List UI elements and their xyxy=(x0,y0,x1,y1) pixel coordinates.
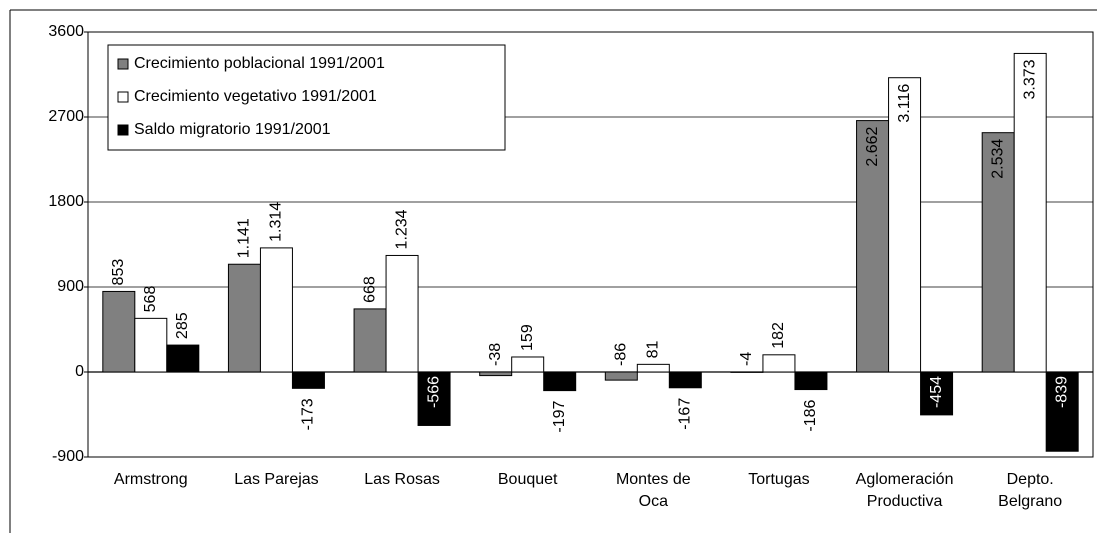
bar xyxy=(134,317,168,373)
data-label: 1.141 xyxy=(236,218,253,258)
data-label: -186 xyxy=(802,399,819,431)
data-label: -173 xyxy=(300,398,317,430)
bar xyxy=(920,371,954,416)
plot-area xyxy=(87,31,1094,458)
data-label: 285 xyxy=(174,312,191,339)
legend-swatch xyxy=(117,91,129,103)
data-label: -566 xyxy=(425,376,442,408)
data-label: 3.373 xyxy=(1021,59,1038,99)
legend-label: Crecimiento vegetativo 1991/2001 xyxy=(134,88,377,105)
bar xyxy=(166,344,200,373)
bar xyxy=(668,371,702,389)
data-label: 1.234 xyxy=(393,209,410,249)
data-label: -86 xyxy=(613,343,630,366)
data-label: 853 xyxy=(110,259,127,286)
bar xyxy=(604,371,638,381)
x-tick-label: Las Parejas xyxy=(234,471,319,488)
bar xyxy=(102,290,136,373)
data-label: -4 xyxy=(738,352,755,366)
x-tick-label: Las Rosas xyxy=(364,471,440,488)
y-tick-label: 2700 xyxy=(48,108,84,125)
data-label: 2.534 xyxy=(989,139,1006,179)
bar xyxy=(479,371,513,377)
bar xyxy=(417,371,451,426)
legend-swatch xyxy=(117,58,129,70)
data-label: 182 xyxy=(770,322,787,349)
x-tick-label: Tortugas xyxy=(748,471,810,488)
bar xyxy=(227,263,261,373)
bar xyxy=(888,77,922,373)
legend-label: Crecimiento poblacional 1991/2001 xyxy=(134,55,385,72)
bar xyxy=(1045,371,1079,452)
legend-box xyxy=(107,44,506,151)
x-tick-label: Depto. Belgrano xyxy=(998,471,1063,510)
x-tick-label: Aglomeración Productiva xyxy=(855,471,954,510)
data-label: 3.116 xyxy=(896,84,913,123)
y-tick-label: 3600 xyxy=(48,23,84,40)
bar xyxy=(762,354,796,373)
data-label: 568 xyxy=(142,286,159,313)
x-tick-label: Montes de Oca xyxy=(615,471,691,510)
bar xyxy=(794,371,828,391)
bar xyxy=(511,356,545,373)
y-tick-label: 1800 xyxy=(48,193,84,210)
x-tick-label: Armstrong xyxy=(113,471,188,488)
data-label: 1.314 xyxy=(268,202,285,242)
data-label: -167 xyxy=(677,398,694,430)
data-label: -38 xyxy=(487,343,504,366)
bar xyxy=(1013,52,1047,373)
legend-label: Saldo migratorio 1991/2001 xyxy=(134,121,331,138)
legend-swatch xyxy=(117,124,129,136)
bar xyxy=(291,371,325,389)
y-tick-label: -900 xyxy=(52,448,84,465)
bar xyxy=(856,120,890,373)
data-label: -839 xyxy=(1053,376,1070,408)
bar xyxy=(981,132,1015,373)
bar xyxy=(353,308,387,373)
y-tick-label: 900 xyxy=(57,278,84,295)
data-label: -454 xyxy=(928,376,945,408)
bar xyxy=(543,371,577,392)
bar xyxy=(636,363,670,373)
bar xyxy=(385,254,419,373)
data-label: 159 xyxy=(519,324,536,351)
x-tick-label: Bouquet xyxy=(497,471,558,488)
data-label: -197 xyxy=(551,401,568,433)
data-label: 81 xyxy=(645,340,662,358)
data-label: 2.662 xyxy=(864,126,881,166)
data-label: 668 xyxy=(361,276,378,303)
bar xyxy=(259,247,293,373)
y-tick-label: 0 xyxy=(75,363,84,380)
